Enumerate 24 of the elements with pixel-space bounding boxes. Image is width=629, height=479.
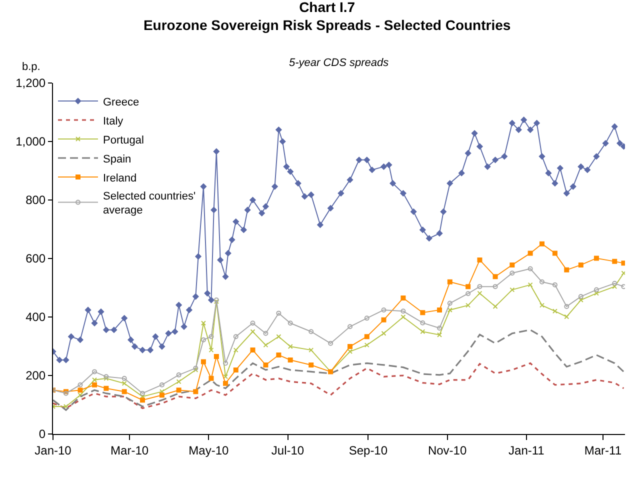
legend-label: Selected countries' average xyxy=(103,190,196,217)
y-tick-label: 600 xyxy=(26,252,46,266)
x-tick-label: Jul-10 xyxy=(271,443,304,458)
legend-label: Greece xyxy=(103,96,140,108)
y-tick-label: 800 xyxy=(26,193,46,208)
y-tick-label: 0 xyxy=(38,427,46,442)
y-tick-label: 400 xyxy=(26,310,46,324)
x-tick-label: Jan-11 xyxy=(508,443,545,458)
legend-label: Portugal xyxy=(103,134,144,146)
x-tick-label: Jan-10 xyxy=(34,443,72,458)
x-tick-label: Nov-10 xyxy=(428,443,467,458)
x-tick-label: Mar-11 xyxy=(584,443,622,458)
y-tick-label: 200 xyxy=(26,368,46,383)
y-axis-title: b.p. xyxy=(22,61,40,73)
x-tick-label: Mar-10 xyxy=(110,443,149,458)
x-tick-label: Sep-10 xyxy=(348,443,388,458)
legend-label: Italy xyxy=(103,115,124,128)
chart-title: Chart I.7 Eurozone Sovereign Risk Spreads - Selected Countries xyxy=(143,0,511,34)
chart-subtitle: 5-year CDS spreads xyxy=(289,57,390,69)
x-tick-label: May-10 xyxy=(188,443,229,458)
y-tick-label: 1,000 xyxy=(16,134,46,149)
y-tick-label: 1,200 xyxy=(16,76,46,90)
legend-label: Ireland xyxy=(103,172,137,184)
legend-label: Spain xyxy=(103,153,132,166)
